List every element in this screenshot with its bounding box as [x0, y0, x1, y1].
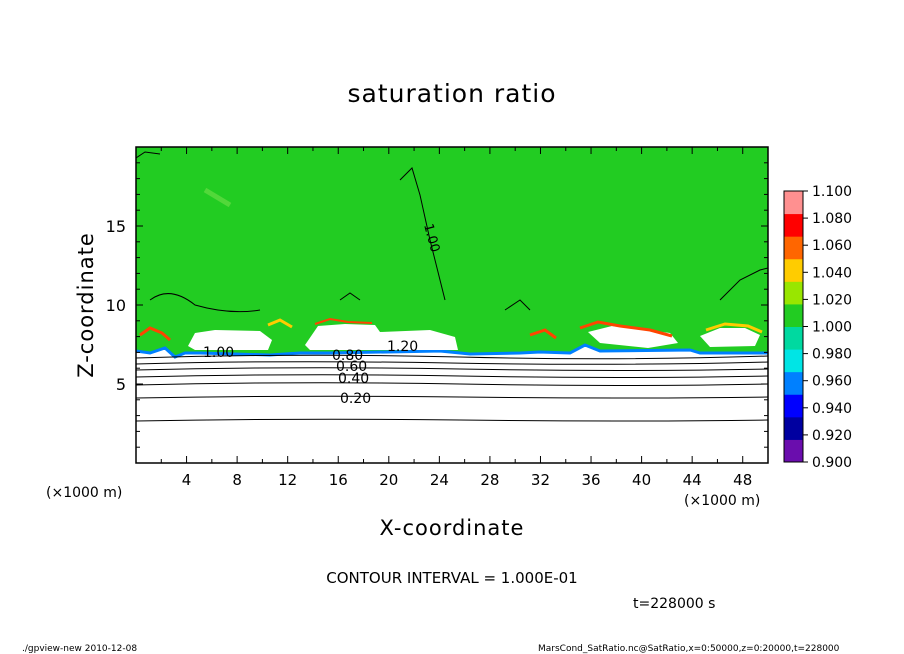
colorbar-segment	[784, 191, 803, 215]
contour-labels: 1.00 1.20 0.80 0.60 0.40 0.20 1.00	[203, 222, 442, 407]
colorbar-segment	[784, 258, 803, 282]
footer-right: MarsCond_SatRatio.nc@SatRatio,x=0:50000,…	[538, 644, 840, 654]
contour-lines	[136, 151, 768, 422]
x-tick-label: 44	[683, 471, 702, 489]
x-unit-left: (×1000 m)	[46, 485, 122, 501]
cloud-white-1	[188, 330, 272, 350]
colorbar-label: 0.920	[812, 428, 852, 444]
colorbar-segment	[784, 439, 803, 463]
supersaturation-patch-1	[139, 326, 171, 342]
saturated-region	[136, 147, 768, 356]
lighter-green-streak	[203, 187, 232, 208]
x-tick-label: 28	[480, 471, 499, 489]
plot-area	[136, 147, 768, 463]
colorbar-label: 1.080	[812, 211, 852, 227]
x-tick-label: 36	[581, 471, 600, 489]
supersaturation-patch-5	[705, 322, 763, 334]
colorbar-label: 1.000	[812, 320, 852, 336]
x-axis: 4 8 12 16 20 24 28 32 36 40 44 48	[160, 147, 769, 489]
colorbar-label: 1.020	[812, 292, 852, 308]
supersaturation-patch-4	[579, 320, 673, 338]
x-axis-label: X-coordinate	[380, 516, 525, 540]
colorbar-segment	[784, 416, 803, 440]
colorbar-segment	[784, 394, 803, 418]
colorbar-label: 0.940	[812, 401, 852, 417]
colorbar-label: 1.060	[812, 238, 852, 254]
contour-label: 1.20	[387, 339, 418, 355]
y-axis-label: Z-coordinate	[74, 232, 98, 378]
colorbar-label: 0.960	[812, 374, 852, 390]
contour-label: 0.60	[336, 359, 367, 375]
time-label: t=228000 s	[633, 596, 715, 612]
footer-left: ./gpview-new 2010-12-08	[22, 644, 137, 654]
supersaturation-patch-3	[529, 328, 557, 340]
cloud-white-4	[700, 328, 760, 347]
colorbar-segment	[784, 213, 803, 237]
colorbar-label: 1.040	[812, 265, 852, 281]
contour-label: 0.20	[340, 391, 371, 407]
y-axis: 5 10 15	[106, 162, 768, 448]
chart-title: saturation ratio	[347, 79, 556, 108]
colorbar-label: 0.900	[812, 455, 852, 471]
colorbar-label: 1.100	[812, 184, 852, 200]
colorbar-frame	[783, 190, 804, 463]
x-tick-label: 24	[430, 471, 449, 489]
contour-label: 0.40	[338, 371, 369, 387]
supersaturation-patch-6	[314, 317, 373, 325]
colorbar-segment	[784, 371, 803, 395]
colorbar-segment	[784, 303, 803, 327]
contour-label: 0.80	[332, 348, 363, 364]
colorbar-segment	[784, 281, 803, 305]
cloud-white-2	[305, 324, 458, 350]
y-tick-label: 15	[106, 217, 126, 236]
x-tick-label: 32	[531, 471, 550, 489]
contour-label: 1.00	[203, 345, 234, 361]
y-tick-label: 5	[116, 375, 126, 394]
x-tick-label: 12	[278, 471, 297, 489]
x-tick-label: 16	[329, 471, 348, 489]
y-tick-label: 10	[106, 296, 126, 315]
colorbar-label: 0.980	[812, 347, 852, 363]
contour-interval: CONTOUR INTERVAL = 1.000E-01	[326, 569, 577, 587]
x-unit-right: (×1000 m)	[684, 493, 760, 509]
colorbar-segment	[784, 349, 803, 373]
colorbar: 0.900 0.920 0.940 0.960 0.980 1.000 1.020 1.040…	[784, 184, 852, 471]
x-tick-label: 40	[632, 471, 651, 489]
supersaturation-patch-2	[267, 318, 293, 329]
x-tick-label: 20	[379, 471, 398, 489]
colorbar-segment	[784, 326, 803, 350]
colorbar-segment	[784, 236, 803, 260]
x-tick-label: 48	[733, 471, 752, 489]
x-tick-label: 4	[182, 471, 192, 489]
contour-label: 1.00	[420, 222, 442, 254]
x-tick-label: 8	[232, 471, 242, 489]
